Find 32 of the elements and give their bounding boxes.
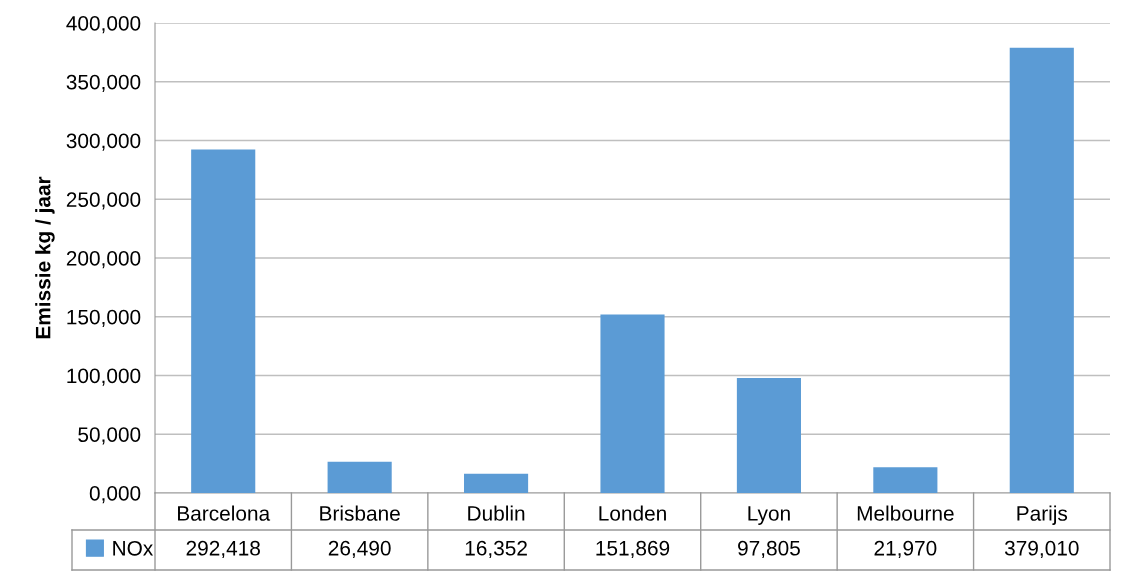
x-tick-label: Brisbane xyxy=(320,505,400,521)
bar xyxy=(464,473,529,493)
y-tick-label: 350,000 xyxy=(66,74,141,92)
x-tick-label: Lyon xyxy=(748,506,790,525)
data-label: 26,490 xyxy=(328,540,391,559)
y-axis-title: Emissie kg / jaar xyxy=(35,176,55,339)
bar xyxy=(600,314,665,493)
x-tick-label: Dublin xyxy=(468,505,525,521)
y-tick-label: 50,000 xyxy=(78,427,141,445)
x-tick-label: Melbourne xyxy=(857,505,954,521)
legend-label: NOx xyxy=(113,540,154,556)
y-tick-label: 400,000 xyxy=(66,16,141,34)
data-label: 21,970 xyxy=(874,540,937,559)
data-label: 151,869 xyxy=(596,540,670,559)
bar xyxy=(736,378,801,493)
bar xyxy=(1009,47,1074,493)
data-label: 379,010 xyxy=(1004,540,1079,559)
y-tick-label: 150,000 xyxy=(67,309,141,327)
y-tick-label: 300,000 xyxy=(66,133,141,151)
y-tick-label: 0,000 xyxy=(89,486,141,504)
bar xyxy=(191,149,256,493)
data-label: 97,805 xyxy=(738,540,800,559)
bar xyxy=(327,461,392,493)
y-tick-label: 200,000 xyxy=(66,251,141,269)
x-tick-label: Parijs xyxy=(1017,505,1068,525)
y-tick-label: 100,000 xyxy=(67,368,141,386)
y-tick-label: 250,000 xyxy=(66,192,141,210)
data-label: 16,352 xyxy=(465,540,527,559)
x-tick-label: Barcelona xyxy=(178,505,271,521)
bar xyxy=(873,467,938,493)
data-label: 292,418 xyxy=(186,540,260,559)
x-tick-label: Londen xyxy=(599,505,666,521)
